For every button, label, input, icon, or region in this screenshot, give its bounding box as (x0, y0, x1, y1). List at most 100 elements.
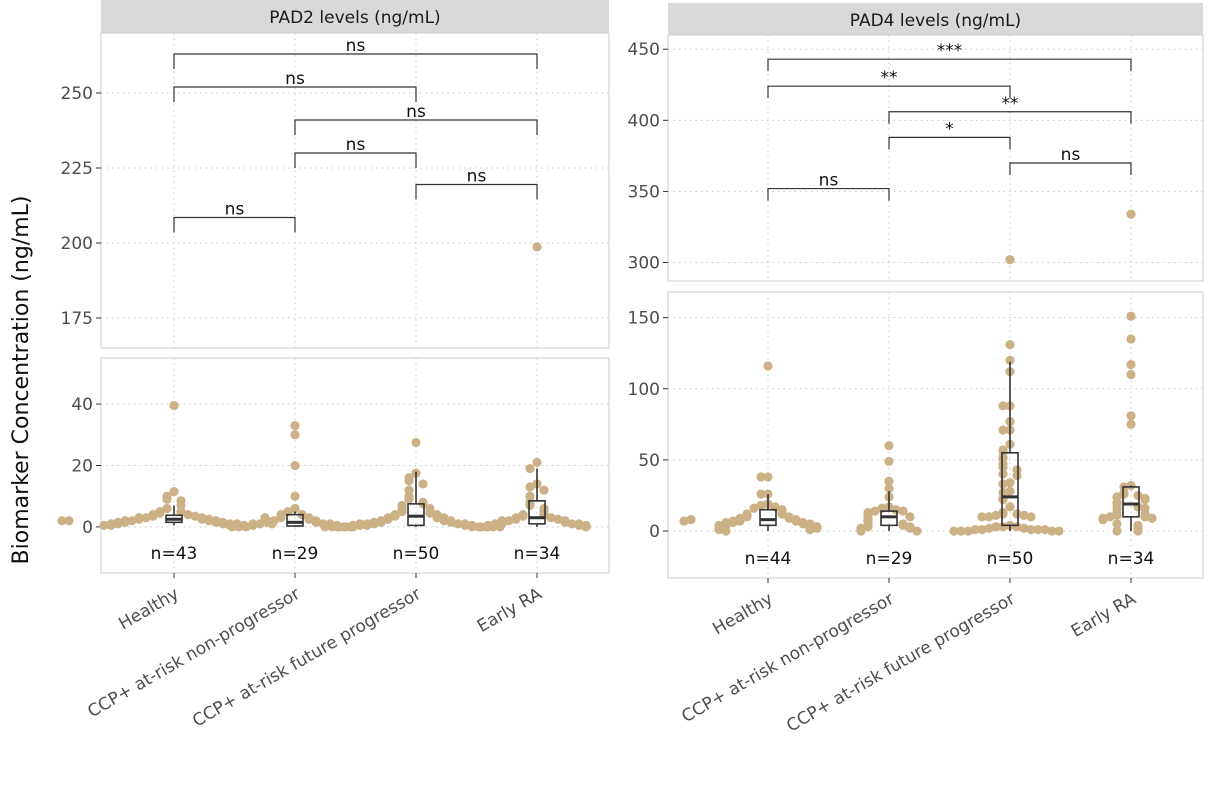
x-tick-label: CCP+ at-risk future progressor (189, 584, 424, 731)
data-point (1105, 512, 1115, 522)
significance-bracket (767, 58, 1132, 72)
data-point (1133, 526, 1143, 536)
data-point (1005, 502, 1015, 512)
data-point (348, 522, 358, 532)
data-point (525, 482, 535, 492)
data-point (218, 519, 228, 529)
box (528, 500, 546, 525)
box (286, 513, 304, 527)
significance-bracket (415, 183, 538, 200)
data-point (383, 514, 393, 524)
facet-strip (101, 0, 609, 33)
data-point (134, 514, 144, 524)
data-point (446, 517, 456, 527)
data-point (1147, 513, 1157, 523)
data-point (963, 526, 973, 536)
data-point (1012, 509, 1022, 519)
data-point (905, 512, 915, 522)
n-label: n=44 (745, 549, 792, 569)
data-point (1126, 419, 1136, 429)
data-point (574, 520, 584, 530)
data-point (870, 506, 880, 516)
data-point (290, 420, 300, 431)
y-tick-label: 40 (71, 395, 93, 415)
data-point (812, 523, 822, 533)
y-tick-label: 50 (638, 451, 660, 471)
data-point (334, 522, 344, 532)
data-point (1047, 526, 1057, 536)
data-point (905, 523, 915, 533)
data-point (998, 425, 1008, 435)
data-point (728, 517, 738, 528)
data-point (1012, 470, 1022, 481)
data-point (176, 506, 186, 517)
x-tick-label: CCP+ at-risk future progressor (783, 589, 1018, 736)
data-point (1005, 486, 1015, 496)
data-point (998, 401, 1008, 411)
data-point (742, 512, 752, 522)
x-tick-label: Healthy (115, 584, 182, 634)
y-tick-label: 450 (628, 40, 660, 60)
n-label: n=34 (514, 544, 561, 564)
data-point (355, 520, 365, 530)
data-point (898, 506, 908, 516)
y-tick-label: 300 (628, 254, 660, 274)
data-point (884, 483, 894, 493)
significance-label: *** (937, 41, 963, 61)
data-point (1054, 526, 1064, 536)
y-tick-label: 175 (61, 309, 93, 329)
data-point (891, 505, 901, 515)
data-point (763, 472, 773, 482)
data-point (721, 526, 731, 536)
data-point (977, 525, 987, 535)
data-point (169, 401, 179, 411)
data-point (970, 525, 980, 535)
data-point (453, 519, 463, 529)
n-label: n=50 (393, 544, 440, 564)
data-point (1126, 411, 1136, 421)
data-point (1098, 515, 1108, 525)
data-point (1005, 355, 1015, 365)
data-point (791, 516, 801, 526)
data-point (341, 522, 351, 532)
data-point (1126, 209, 1136, 219)
data-point (425, 508, 435, 518)
data-point (884, 456, 894, 466)
data-point (290, 430, 300, 440)
significance-label: ns (819, 171, 839, 191)
data-point (912, 526, 922, 536)
upper-panel (667, 34, 1204, 282)
data-point (227, 522, 237, 532)
data-point (777, 509, 787, 519)
data-point (998, 469, 1008, 479)
data-point (1133, 490, 1143, 501)
data-point (1005, 478, 1015, 488)
data-point (856, 526, 866, 536)
significance-bracket (173, 86, 417, 102)
y-tick-label: 200 (61, 234, 93, 254)
significance-bracket (294, 152, 417, 168)
significance-label: ns (346, 135, 366, 155)
x-tick-label: Early RA (474, 584, 546, 637)
data-point (984, 523, 994, 533)
data-point (1005, 255, 1015, 265)
n-label: n=29 (272, 544, 319, 564)
data-point (241, 522, 251, 532)
data-point (432, 513, 442, 523)
data-point (397, 506, 407, 517)
data-point (162, 503, 172, 514)
data-point (1140, 495, 1150, 505)
significance-bracket (767, 85, 1011, 99)
y-tick-label: 20 (71, 457, 93, 477)
significance-bracket (173, 216, 296, 233)
data-point (404, 494, 414, 504)
box (759, 508, 777, 527)
data-point (1033, 525, 1043, 535)
data-point (411, 437, 421, 448)
data-point (567, 519, 577, 529)
data-point (141, 513, 151, 523)
data-point (439, 516, 449, 526)
data-point (735, 516, 745, 526)
data-point (686, 515, 696, 525)
data-point (1119, 489, 1129, 499)
